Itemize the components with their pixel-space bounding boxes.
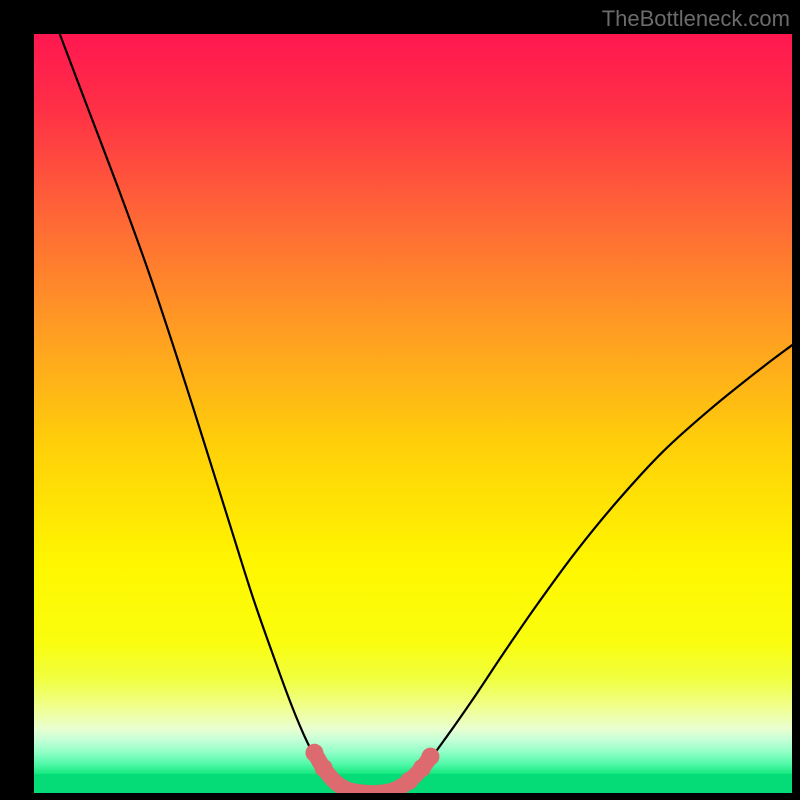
valley-marker [400, 772, 418, 790]
valley-marker [421, 748, 439, 766]
curve-left [60, 34, 377, 793]
valley-marker [315, 759, 333, 777]
curve-right [377, 345, 792, 793]
valley-marker [305, 744, 323, 762]
watermark-label: TheBottleneck.com [602, 6, 790, 32]
plot-area [34, 34, 792, 793]
curves-svg [34, 34, 792, 793]
chart-stage: TheBottleneck.com [0, 0, 800, 800]
